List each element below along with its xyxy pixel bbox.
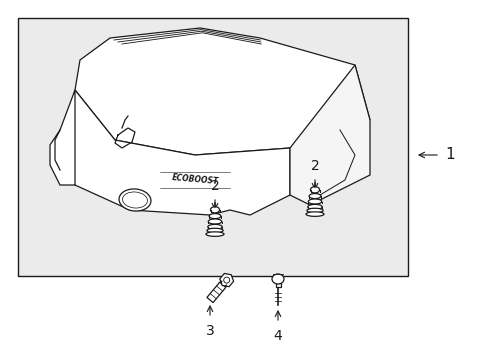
Ellipse shape [307,204,322,210]
Bar [275,283,280,287]
Bar [18,18,407,276]
Ellipse shape [119,189,151,211]
Polygon shape [289,65,369,205]
Ellipse shape [271,274,284,284]
Ellipse shape [122,192,147,208]
Ellipse shape [210,207,219,213]
Ellipse shape [305,212,324,216]
Text: 1: 1 [444,148,454,162]
Polygon shape [75,28,369,155]
Text: ECOBOOST: ECOBOOST [171,174,218,186]
Polygon shape [60,90,289,215]
Text: 2: 2 [310,159,319,173]
Ellipse shape [208,219,221,224]
Polygon shape [220,274,233,287]
Ellipse shape [308,194,320,199]
Ellipse shape [223,277,229,283]
Ellipse shape [205,232,224,237]
Ellipse shape [206,228,223,233]
Text: 4: 4 [273,329,282,343]
Polygon shape [50,90,75,185]
Ellipse shape [310,186,319,193]
Ellipse shape [209,213,221,219]
Ellipse shape [207,224,222,229]
Ellipse shape [306,208,323,213]
Text: 3: 3 [205,324,214,338]
Polygon shape [206,282,225,302]
Text: 2: 2 [210,179,219,193]
Ellipse shape [307,199,321,204]
